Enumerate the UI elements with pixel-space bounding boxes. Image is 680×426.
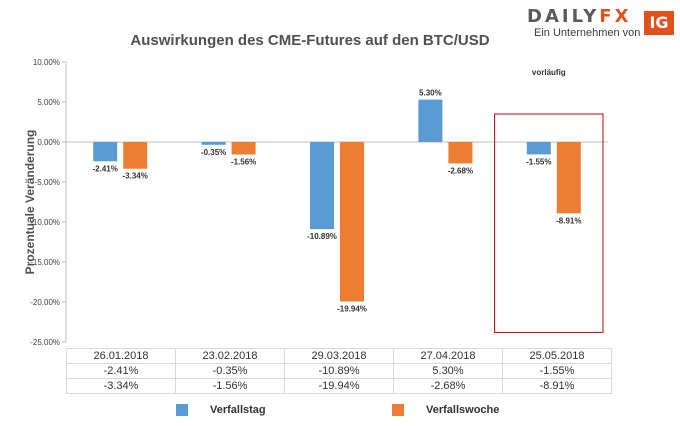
legend-swatch-series1 [176,404,188,417]
table-cell: 25.05.2018 [502,348,612,364]
y-tick-label: -15.00% [30,258,60,267]
chart-title: Auswirkungen des CME-Futures auf den BTC… [130,32,490,49]
bar-series1 [201,142,226,145]
legend-item-series2: Verfallswoche [392,404,500,417]
y-tick-label: -10.00% [30,218,60,227]
data-label-series1: -2.41% [93,164,118,173]
table-cell: 23.02.2018 [175,348,285,364]
y-axis-title: Prozentuale Veränderung [23,130,37,275]
table-cell: 27.04.2018 [393,348,503,364]
bar-series2 [231,142,256,155]
logo-subtitle: Ein Unternehmen von [534,27,641,39]
data-table: 26.01.2018 23.02.2018 29.03.2018 27.04.2… [66,348,612,394]
y-tick-label: 0.00% [37,138,60,147]
table-cell: 5.30% [393,363,503,379]
table-cell: -3.34% [66,378,176,394]
dailyfx-logo: DAILYFX IG Ein Unternehmen von [527,6,675,46]
table-cell: -2.68% [393,378,503,394]
legend-label-series2: Verfallswoche [426,404,500,416]
data-label-series2: -2.68% [448,166,473,175]
y-tick-label: -25.00% [30,338,60,347]
table-cell: -1.55% [502,363,612,379]
table-cell: -8.91% [502,378,612,394]
data-table-row-series1: -2.41% -0.35% -10.89% 5.30% -1.55% [66,363,612,379]
data-label-series1: -1.55% [526,157,551,166]
preliminary-highlight-box [494,113,604,333]
data-label-series1: -10.89% [307,232,337,241]
logo-wordmark: DAILYFX [527,6,632,27]
y-tick-label: -20.00% [30,298,60,307]
table-cell: -0.35% [175,363,285,379]
data-table-row-series2: -3.34% -1.56% -19.94% -2.68% -8.91% [66,378,612,394]
legend-label-series1: Verfallstag [210,404,266,416]
data-label-series2: -8.91% [556,216,581,225]
y-tick-label: 10.00% [33,58,60,67]
bar-series2 [448,142,473,164]
preliminary-annotation: vorläufig [532,68,566,77]
bar-series1 [526,142,551,155]
data-label-series2: -1.56% [231,157,256,166]
table-cell: -19.94% [284,378,394,394]
ig-logo-badge: IG [644,11,674,35]
table-cell: 26.01.2018 [66,348,176,364]
bar-series1 [93,142,118,162]
data-label-series1: -0.35% [201,148,226,157]
bar-series2 [340,142,364,302]
table-cell: 29.03.2018 [284,348,394,364]
table-cell: -10.89% [284,363,394,379]
table-cell: -1.56% [175,378,285,394]
legend-swatch-series2 [392,404,404,417]
y-tick-label: -5.00% [35,178,60,187]
y-tick-label: 5.00% [37,98,60,107]
data-label-series2: -19.94% [337,305,367,314]
bar-series2 [123,142,148,169]
legend-item-series1: Verfallstag [176,404,266,417]
data-label-series2: -3.34% [123,172,148,181]
table-cell: -2.41% [66,363,176,379]
data-label-series1: 5.30% [419,89,442,98]
bar-series2 [556,142,581,214]
data-table-row-categories: 26.01.2018 23.02.2018 29.03.2018 27.04.2… [66,348,612,364]
bar-series1 [310,142,334,230]
bar-series1 [418,99,443,142]
